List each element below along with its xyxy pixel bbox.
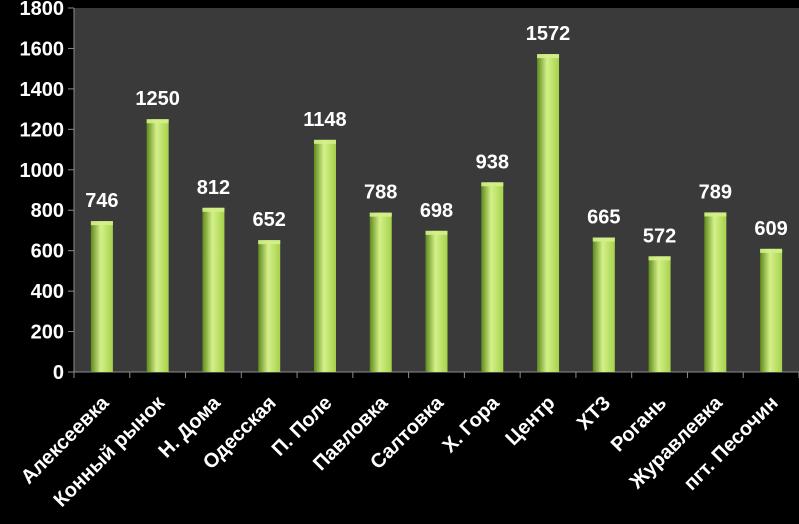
y-axis: 0 200 400 600 800 1000 1200 1400 1600 1800 [20, 0, 75, 384]
bar-cap [202, 207, 225, 212]
bar [648, 256, 671, 372]
x-tick-label: ХТЗ [573, 392, 615, 434]
bar [90, 221, 113, 372]
y-tick-label: 400 [31, 281, 64, 303]
bar-cap [592, 237, 615, 242]
bar-cap [704, 212, 727, 217]
data-label: 1572 [526, 23, 571, 45]
data-label: 789 [699, 181, 732, 203]
bar [481, 182, 504, 372]
y-tick-label: 1800 [20, 0, 65, 20]
x-tick-label: Центр [502, 392, 560, 450]
bar-cap [537, 54, 560, 59]
bar [202, 207, 225, 372]
data-label: 609 [754, 218, 787, 240]
bar-cap [648, 256, 671, 261]
x-tick-label: Х. Гора [438, 391, 504, 457]
data-label: 788 [364, 182, 397, 204]
bar-cap [760, 248, 783, 253]
y-tick-label: 1000 [20, 160, 65, 182]
data-label: 665 [587, 207, 620, 229]
bar-cap [369, 212, 392, 217]
bar-cap [90, 221, 113, 226]
y-tick-label: 800 [31, 200, 64, 222]
bar [258, 240, 281, 372]
bar-cap [313, 139, 336, 144]
data-label: 1250 [135, 88, 180, 110]
y-tick-label: 600 [31, 241, 64, 263]
bar-cap [425, 230, 448, 235]
data-label: 572 [643, 225, 676, 247]
data-label: 938 [476, 151, 509, 173]
bar [425, 230, 448, 372]
bar [592, 237, 615, 372]
bar [146, 119, 169, 372]
y-tick-label: 1600 [20, 38, 65, 60]
data-label: 812 [197, 177, 230, 199]
data-labels: 746 1250 812 652 1148 788 698 938 1572 665 572 789 6… [85, 23, 788, 247]
bar-cap [258, 240, 281, 245]
bar [760, 248, 783, 372]
data-label: 698 [420, 200, 453, 222]
y-tick-label: 0 [53, 362, 64, 384]
y-tick-label: 1200 [20, 119, 65, 141]
data-label: 652 [253, 209, 286, 231]
bar [369, 212, 392, 372]
y-tick-label: 1400 [20, 79, 65, 101]
bar-cap [481, 182, 504, 187]
bar [537, 54, 560, 373]
bar-cap [146, 119, 169, 124]
bar [313, 139, 336, 372]
y-tick-label: 200 [31, 322, 64, 344]
data-label: 1148 [303, 109, 346, 131]
data-label: 746 [85, 190, 118, 212]
bar [704, 212, 727, 372]
bars [90, 54, 783, 373]
